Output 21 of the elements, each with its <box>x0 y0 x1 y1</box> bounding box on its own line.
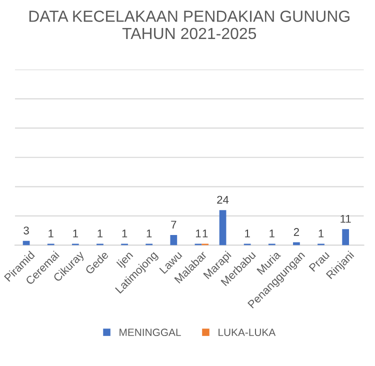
data-label: 1 <box>122 230 128 238</box>
bar <box>342 229 350 246</box>
data-label: 1 <box>202 230 208 238</box>
data-label: 1 <box>270 230 274 238</box>
data-label: 1 <box>73 230 78 238</box>
legend-label: LUKA-LUKA <box>218 328 276 336</box>
data-label: 1 <box>98 230 103 238</box>
data-label: 1 <box>318 230 324 238</box>
data-label: 24 <box>217 196 229 204</box>
data-label: 1 <box>196 230 201 238</box>
data-label: 1 <box>48 230 54 238</box>
data-label: 1 <box>245 230 250 238</box>
data-label: 3 <box>24 226 29 234</box>
chart-title: DATA KECELAKAAN PENDAKIAN GUNUNG TAHUN 2021-2025 <box>29 10 350 40</box>
legend-label: MENINGGAL <box>120 328 181 336</box>
data-label: 7 <box>171 220 176 228</box>
bar <box>170 234 178 246</box>
data-label: 11 <box>340 215 351 223</box>
data-label: 2 <box>294 228 299 236</box>
bar <box>219 210 226 246</box>
data-label: 1 <box>146 230 152 238</box>
